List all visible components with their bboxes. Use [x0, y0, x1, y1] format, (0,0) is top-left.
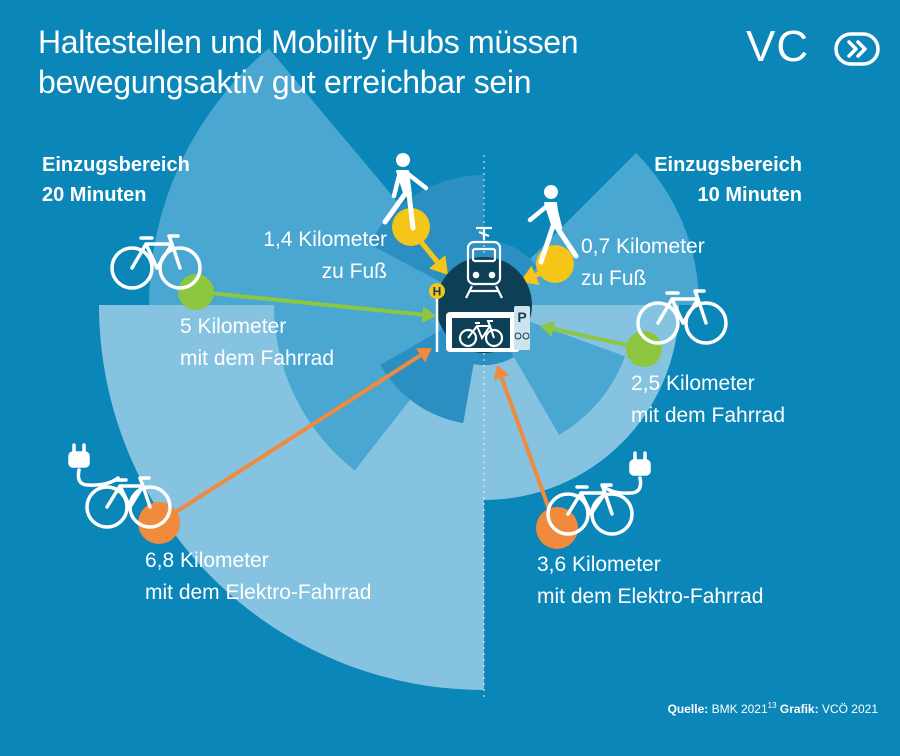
title-line-2: bewegungsaktiv gut erreichbar sein — [38, 64, 532, 100]
zone-left-line-1: Einzugsbereich — [42, 154, 190, 176]
ebike20-arrow — [163, 348, 432, 521]
route-arrows — [163, 230, 641, 521]
logo-text: VC — [746, 22, 810, 71]
source-footnote: 13 — [767, 701, 777, 710]
zone-right-line-1: Einzugsbereich — [654, 154, 802, 176]
graphic-text: VCÖ 2021 — [821, 702, 878, 716]
bike20-distance: 5 Kilometer — [180, 315, 287, 338]
title-line-1: Haltestellen und Mobility Hubs müssen — [38, 24, 579, 60]
svg-text:P: P — [517, 309, 526, 325]
source-text: BMK 2021 — [711, 702, 768, 716]
tram-icon — [465, 226, 503, 299]
svg-text:H: H — [433, 285, 442, 299]
ebike10-dot — [536, 507, 578, 549]
walk20-distance: 1,4 Kilometer — [263, 228, 387, 251]
source-credit: Quelle: BMK 202113 Grafik: VCÖ 2021 — [668, 701, 878, 716]
mobility-hub: P H — [429, 226, 532, 353]
bike10-dot — [626, 331, 662, 367]
ebike20-label: 6,8 Kilometer mit dem Elektro-Fahrrad — [145, 545, 371, 609]
bus-stop-sign-icon: H — [429, 283, 445, 352]
bike20-mode: mit dem Fahrrad — [180, 347, 335, 370]
vcoe-logo: VC — [746, 22, 880, 71]
walking-person-icon — [382, 153, 429, 231]
walking-person-icon — [527, 185, 579, 265]
walk10-mode: zu Fuß — [581, 267, 647, 290]
bike20-dot — [178, 274, 214, 310]
bike10-mode: mit dem Fahrrad — [631, 404, 786, 427]
bike10-distance: 2,5 Kilometer — [631, 372, 755, 395]
logo-mark-icon — [834, 32, 880, 66]
bike-parking-icon — [446, 312, 520, 352]
zone-right-heading: Einzugsbereich 10 Minuten — [654, 150, 802, 210]
e-bike-icon — [546, 451, 651, 536]
bicycle-icon — [636, 289, 728, 345]
walk10-distance: 0,7 Kilometer — [581, 235, 705, 258]
bike10-label: 2,5 Kilometer mit dem Fahrrad — [631, 368, 785, 432]
walk20-label: 1,4 Kilometer zu Fuß — [247, 224, 387, 288]
bike20-label: 5 Kilometer mit dem Fahrrad — [180, 311, 334, 375]
bike20-arrow — [199, 290, 436, 323]
ebike10-distance: 3,6 Kilometer — [537, 553, 661, 576]
ebike10-label: 3,6 Kilometer mit dem Elektro-Fahrrad — [537, 549, 763, 613]
ebike10-mode: mit dem Elektro-Fahrrad — [537, 585, 764, 608]
ebike20-distance: 6,8 Kilometer — [145, 549, 269, 572]
walk10-label: 0,7 Kilometer zu Fuß — [581, 231, 705, 295]
source-label: Quelle: — [667, 702, 709, 716]
bike10-arrow — [540, 320, 641, 350]
parking-sign-icon: P — [514, 306, 530, 350]
zone-left-line-2: 20 Minuten — [42, 184, 147, 206]
ebike20-mode: mit dem Elektro-Fahrrad — [145, 581, 372, 604]
ebike10-arrow — [493, 365, 555, 521]
page-title: Haltestellen und Mobility Hubs müssen be… — [38, 22, 579, 102]
walk20-mode: zu Fuß — [321, 260, 387, 283]
zone-right-line-2: 10 Minuten — [697, 184, 802, 206]
bicycle-icon — [110, 234, 202, 290]
zone-left-heading: Einzugsbereich 20 Minuten — [42, 150, 190, 210]
graphic-label: Grafik: — [779, 702, 819, 716]
e-bike-icon — [68, 443, 172, 529]
